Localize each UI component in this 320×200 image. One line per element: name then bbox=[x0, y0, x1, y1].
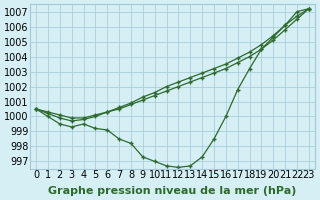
X-axis label: Graphe pression niveau de la mer (hPa): Graphe pression niveau de la mer (hPa) bbox=[48, 186, 297, 196]
